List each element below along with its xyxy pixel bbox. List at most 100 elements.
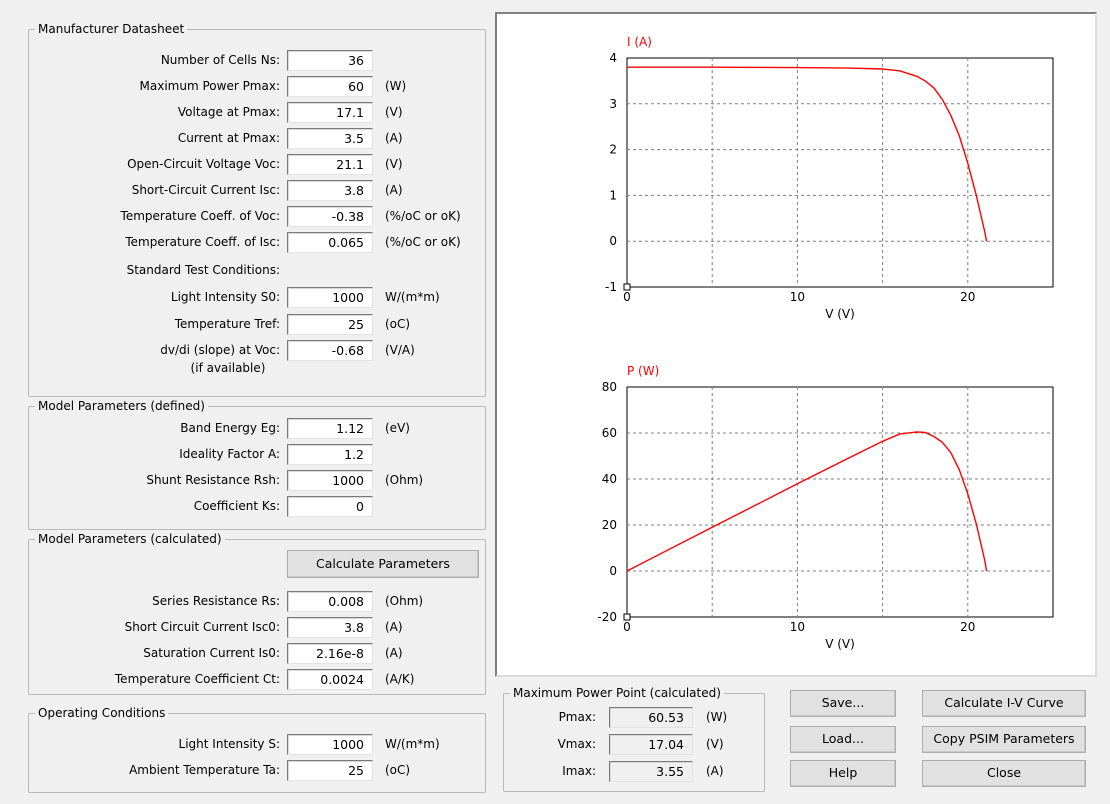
- unit-label: (eV): [385, 421, 410, 435]
- group-title: Model Parameters (calculated): [35, 532, 225, 546]
- close-button[interactable]: Close: [922, 760, 1086, 787]
- value-field[interactable]: 3.8: [287, 617, 373, 638]
- value-field[interactable]: 1.2: [287, 444, 373, 465]
- value-field[interactable]: 0.065: [287, 232, 373, 253]
- y-tick-label: 20: [602, 518, 617, 532]
- unit-label: (V): [385, 105, 403, 119]
- curve-line: [626, 431, 988, 572]
- unit-label: (A): [385, 646, 403, 660]
- field-label: Temperature Tref:: [174, 317, 280, 331]
- save-button[interactable]: Save...: [790, 690, 896, 717]
- field-label: Light Intensity S0:: [170, 290, 280, 304]
- field-label: Temperature Coefficient Ct:: [114, 672, 280, 686]
- group-title: Operating Conditions: [35, 706, 169, 720]
- value-field: 17.04: [609, 734, 693, 755]
- y-tick-label: -20: [597, 610, 617, 624]
- value-field[interactable]: 1000: [287, 470, 373, 491]
- field-label: Saturation Current Is0:: [143, 646, 280, 660]
- group-title: Maximum Power Point (calculated): [510, 686, 724, 700]
- y-axis-label: P (W): [627, 364, 659, 378]
- stc-label: Standard Test Conditions:: [126, 263, 280, 277]
- copy-psim-parameters-button[interactable]: Copy PSIM Parameters: [922, 726, 1086, 753]
- y-tick-label: 2: [609, 143, 617, 157]
- plot-frame: [626, 57, 1054, 288]
- calculate-parameters-button[interactable]: Calculate Parameters: [287, 550, 479, 578]
- field-label: Band Energy Eg:: [180, 421, 280, 435]
- y-tick-label: -1: [605, 280, 617, 294]
- value-field[interactable]: 21.1: [287, 154, 373, 175]
- unit-label: (A/K): [385, 672, 415, 686]
- value-field[interactable]: 1.12: [287, 418, 373, 439]
- value-field[interactable]: 2.16e-8: [287, 643, 373, 664]
- origin-marker: [623, 283, 631, 291]
- unit-label: (Ohm): [385, 594, 424, 608]
- field-label: Short Circuit Current Isc0:: [124, 620, 280, 634]
- field-label: Series Resistance Rs:: [152, 594, 280, 608]
- x-axis-label: V (V): [825, 637, 855, 651]
- load-button[interactable]: Load...: [790, 726, 896, 753]
- model-defined-group: Model Parameters (defined): [28, 399, 486, 530]
- x-tick-label: 10: [790, 290, 805, 304]
- unit-label: W/(m*m): [385, 737, 440, 751]
- value-field[interactable]: 3.8: [287, 180, 373, 201]
- origin-marker: [623, 613, 631, 621]
- field-label: Vmax:: [557, 737, 596, 751]
- plot-frame: [626, 386, 1054, 618]
- y-tick-label: 0: [609, 564, 617, 578]
- field-label: Coefficient Ks:: [193, 499, 280, 513]
- help-button[interactable]: Help: [790, 760, 896, 787]
- field-label: Light Intensity S:: [178, 737, 280, 751]
- curve-line: [627, 66, 988, 242]
- value-field[interactable]: -0.38: [287, 206, 373, 227]
- x-tick-label: 10: [790, 620, 805, 634]
- unit-label: (%/oC or oK): [385, 235, 461, 249]
- x-tick-label: 0: [623, 620, 631, 634]
- unit-label: (Ohm): [385, 473, 424, 487]
- unit-label: (V): [385, 157, 403, 171]
- unit-label: (oC): [385, 317, 411, 331]
- calculate-iv-curve-button[interactable]: Calculate I-V Curve: [922, 690, 1086, 717]
- unit-label: (W): [706, 710, 728, 724]
- field-label: Temperature Coeff. of Voc:: [120, 209, 280, 223]
- model-calculated-group: Model Parameters (calculated): [28, 532, 486, 695]
- operating-conditions-group: Operating Conditions: [28, 706, 486, 793]
- x-tick-label: 20: [960, 290, 975, 304]
- field-label: Ideality Factor A:: [179, 447, 280, 461]
- value-field[interactable]: 3.5: [287, 128, 373, 149]
- slope-note: (if available): [190, 361, 266, 375]
- unit-label: (oC): [385, 763, 411, 777]
- field-label: Shunt Resistance Rsh:: [146, 473, 280, 487]
- maximum-power-point-group: Maximum Power Point (calculated): [503, 686, 765, 792]
- unit-label: (A): [385, 183, 403, 197]
- field-label: Current at Pmax:: [177, 131, 280, 145]
- value-field[interactable]: 0.0024: [287, 669, 373, 690]
- unit-label: W/(m*m): [385, 290, 440, 304]
- value-field[interactable]: 25: [287, 760, 373, 781]
- field-label: Imax:: [562, 764, 596, 778]
- value-field[interactable]: -0.68: [287, 340, 373, 361]
- value-field[interactable]: 17.1: [287, 102, 373, 123]
- y-tick-label: 3: [609, 97, 617, 111]
- value-field[interactable]: 1000: [287, 734, 373, 755]
- unit-label: (V/A): [385, 343, 415, 357]
- value-field[interactable]: 0.008: [287, 591, 373, 612]
- value-field[interactable]: 36: [287, 50, 373, 71]
- field-label: Maximum Power Pmax:: [139, 79, 280, 93]
- y-tick-label: 80: [602, 380, 617, 394]
- y-tick-label: 0: [609, 234, 617, 248]
- value-field[interactable]: 25: [287, 314, 373, 335]
- value-field[interactable]: 1000: [287, 287, 373, 308]
- value-field[interactable]: 0: [287, 496, 373, 517]
- y-axis-label: I (A): [627, 35, 652, 49]
- y-tick-label: 40: [602, 472, 617, 486]
- x-tick-label: 0: [623, 290, 631, 304]
- manufacturer-datasheet-group: Manufacturer Datasheet: [28, 22, 486, 397]
- y-tick-label: 60: [602, 426, 617, 440]
- field-label: Number of Cells Ns:: [160, 53, 280, 67]
- unit-label: (A): [385, 131, 403, 145]
- value-field: 60.53: [609, 707, 693, 728]
- unit-label: (A): [385, 620, 403, 634]
- value-field[interactable]: 60: [287, 76, 373, 97]
- value-field: 3.55: [609, 761, 693, 782]
